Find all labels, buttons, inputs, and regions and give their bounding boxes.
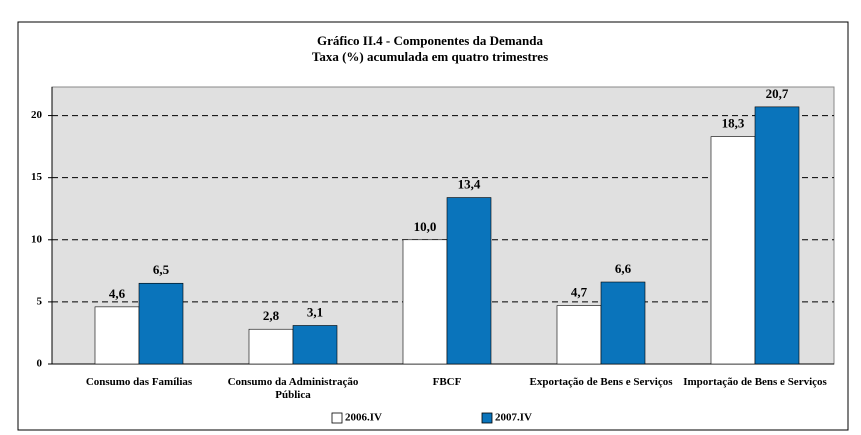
y-tick-label: 0 [37, 358, 43, 370]
bar [138, 282, 184, 365]
value-label: 20,7 [766, 86, 789, 101]
x-tick-label: Consumo das Famílias [85, 376, 193, 388]
frame [17, 21, 849, 431]
value-label: 10,0 [414, 219, 437, 234]
x-tick-label: FBCF [432, 376, 462, 388]
bar [754, 106, 800, 365]
value-label: 13,4 [458, 177, 481, 192]
y-tick-label: 10 [31, 233, 43, 245]
value-label: 6,6 [615, 261, 632, 276]
chart-title: Gráfico II.4 - Componentes da Demanda [317, 33, 544, 48]
value-label: 4,6 [109, 286, 126, 301]
legend-label: 2007.IV [495, 412, 532, 424]
chart-subtitle: Taxa (%) acumulada em quatro trimestres [312, 49, 548, 64]
bar [94, 306, 140, 365]
x-tick-label: Consumo da Administração Pública [227, 376, 359, 401]
value-label: 2,8 [263, 308, 280, 323]
bar [402, 239, 448, 365]
value-label: 6,5 [153, 262, 170, 277]
legend-swatch [481, 412, 493, 424]
value-label: 3,1 [307, 304, 323, 319]
bar [446, 197, 492, 365]
bar [556, 305, 602, 365]
y-tick-label: 20 [31, 109, 43, 121]
bar [600, 281, 646, 365]
bar [710, 136, 756, 365]
x-tick-label: Importação de Bens e Serviços [683, 376, 827, 388]
y-tick-label: 15 [31, 171, 43, 183]
bar [248, 328, 294, 365]
y-tick-label: 5 [37, 295, 43, 307]
bar [292, 325, 338, 365]
value-label: 18,3 [722, 116, 745, 131]
legend-swatch [331, 412, 343, 424]
x-tick-label: Exportação de Bens e Serviços [529, 376, 673, 388]
value-label: 4,7 [571, 285, 588, 300]
legend-label: 2006.IV [345, 412, 382, 424]
